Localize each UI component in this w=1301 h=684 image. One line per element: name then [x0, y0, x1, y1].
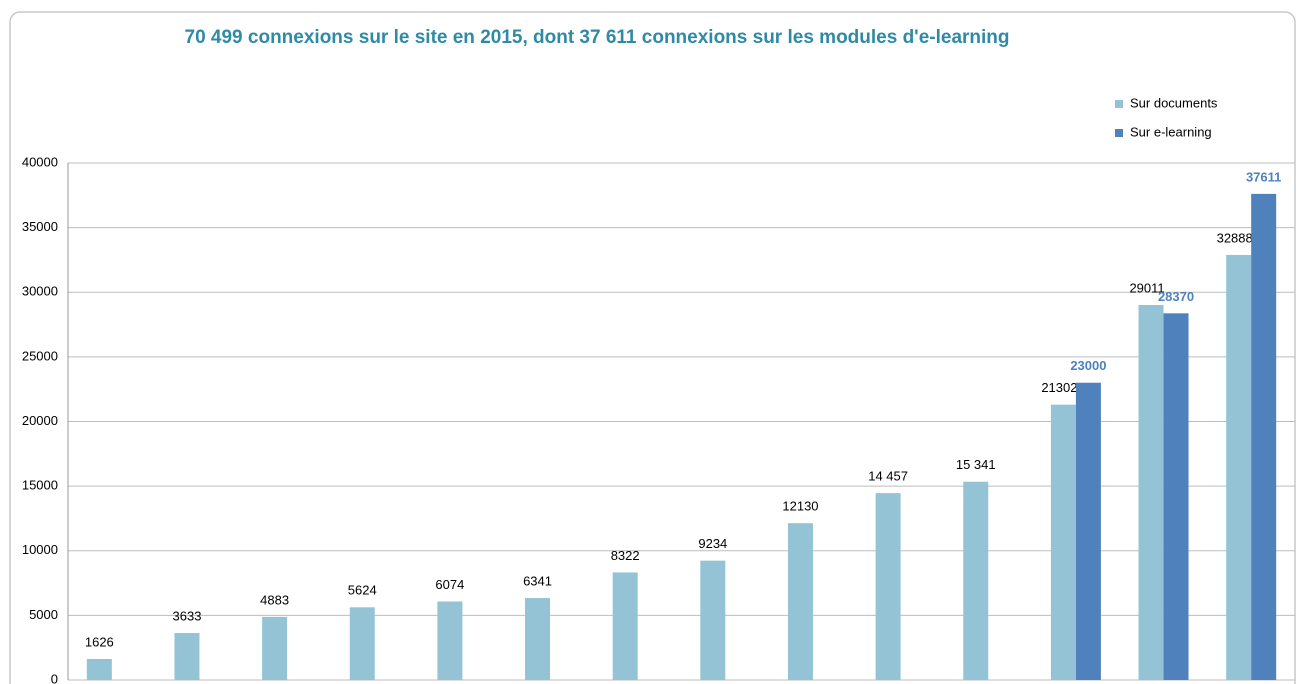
data-label: 5624 — [348, 583, 377, 598]
y-tick-label: 20000 — [22, 413, 58, 428]
data-label: 28370 — [1158, 289, 1194, 304]
bar — [174, 633, 200, 680]
data-label: 6074 — [435, 577, 464, 592]
y-tick-label: 25000 — [22, 348, 58, 363]
bar — [86, 658, 112, 680]
y-tick-label: 5000 — [29, 607, 58, 622]
data-label: 6341 — [523, 573, 552, 588]
bar — [1138, 305, 1164, 680]
data-label: 12130 — [782, 499, 818, 514]
bar — [612, 572, 638, 680]
bar — [1075, 382, 1101, 680]
data-label: 8322 — [611, 548, 640, 563]
bar — [787, 523, 813, 680]
data-label: 14 457 — [868, 469, 908, 484]
bar — [875, 493, 901, 680]
data-label: 3633 — [173, 608, 202, 623]
legend-swatch — [1115, 100, 1123, 108]
legend-label: Sur e-learning — [1130, 124, 1212, 139]
y-tick-label: 0 — [51, 671, 58, 684]
y-tick-label: 10000 — [22, 542, 58, 557]
chart-title: 70 499 connexions sur le site en 2015, d… — [185, 27, 1010, 48]
data-label: 23000 — [1070, 358, 1106, 373]
bar — [525, 598, 551, 680]
bar — [437, 601, 463, 680]
bar — [963, 481, 989, 680]
bar — [1163, 313, 1189, 680]
data-label: 15 341 — [956, 457, 996, 472]
legend-swatch — [1115, 129, 1123, 137]
y-tick-label: 35000 — [22, 219, 58, 234]
chart-frame — [9, 11, 1296, 684]
data-label: 4883 — [260, 592, 289, 607]
data-label: 32888 — [1217, 230, 1253, 245]
bar — [349, 607, 375, 680]
y-tick-label: 15000 — [22, 478, 58, 493]
bar — [1251, 193, 1277, 681]
data-label: 9234 — [698, 536, 727, 551]
bar — [262, 616, 288, 680]
bar — [700, 560, 726, 680]
legend-label: Sur documents — [1130, 95, 1218, 110]
y-tick-label: 30000 — [22, 284, 58, 299]
bar — [1050, 404, 1076, 680]
data-label: 37611 — [1246, 169, 1281, 184]
data-label: 29011 — [1129, 280, 1164, 295]
bar — [1226, 254, 1252, 680]
data-label: 1626 — [85, 634, 114, 649]
data-label: 21302 — [1041, 380, 1077, 395]
y-tick-label: 40000 — [22, 154, 58, 169]
